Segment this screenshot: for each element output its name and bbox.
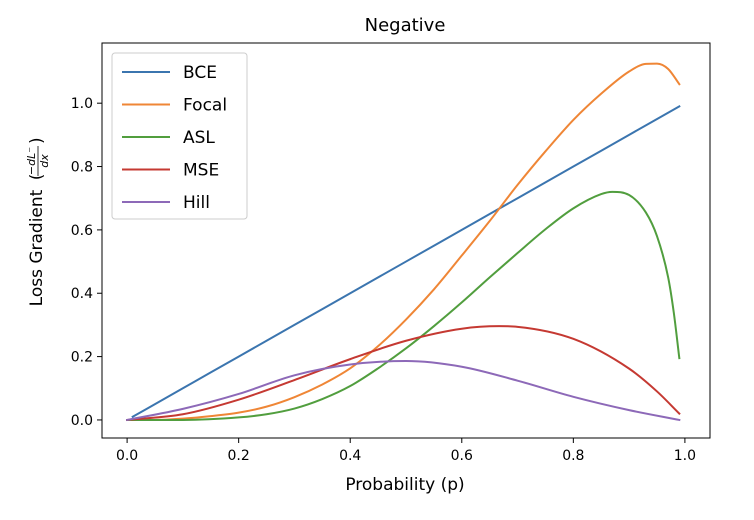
- y-tick-label: 0.2: [71, 350, 93, 366]
- legend-label-focal: Focal: [183, 96, 227, 116]
- x-axis-label: Probability (p): [345, 475, 464, 495]
- y-axis-label-text: Loss Gradient: [27, 189, 47, 306]
- series-line-asl: [126, 190, 681, 421]
- series-layer: [125, 62, 681, 422]
- y-axis-label-numerator: −dL⁻: [25, 147, 38, 175]
- y-tick-label: 1.0: [71, 96, 93, 112]
- legend: BCE Focal ASL MSE Hill: [111, 52, 248, 220]
- y-tick-label: 0.0: [71, 413, 93, 429]
- x-tick-label: 0.6: [451, 448, 473, 464]
- y-axis-label-group: Loss Gradient ( −dL⁻ dx ): [25, 137, 51, 306]
- series-line-mse: [126, 325, 681, 422]
- plot-frame: [101, 42, 711, 439]
- chart-title: Negative: [365, 15, 446, 36]
- legend-frame: [111, 52, 248, 220]
- legend-label-mse: MSE: [183, 161, 219, 181]
- x-tick-label: 0.0: [116, 448, 138, 464]
- x-tick-label: 1.0: [674, 448, 696, 464]
- legend-label-asl: ASL: [183, 128, 215, 148]
- series-line-focal: [126, 62, 681, 421]
- y-axis-label: Loss Gradient (: [27, 174, 47, 307]
- series-line-bce: [131, 104, 681, 419]
- y-axis-label-open-paren: (: [27, 174, 47, 181]
- x-tick-label: 0.4: [339, 448, 361, 464]
- y-tick-label: 0.4: [71, 286, 93, 302]
- y-axis: 0.0 0.2 0.4 0.6 0.8 1.0: [71, 96, 102, 429]
- y-tick-label: 0.8: [71, 160, 93, 176]
- x-axis: 0.0 0.2 0.4 0.6 0.8 1.0: [116, 438, 696, 464]
- series-line-hill: [125, 360, 681, 422]
- legend-label-bce: BCE: [183, 63, 217, 83]
- y-tick-label: 0.6: [71, 223, 93, 239]
- y-axis-label-denominator: dx: [38, 154, 51, 168]
- y-axis-label-close-paren: ): [27, 137, 47, 144]
- legend-label-hill: Hill: [183, 193, 210, 213]
- x-tick-label: 0.2: [228, 448, 250, 464]
- x-tick-label: 0.8: [562, 448, 584, 464]
